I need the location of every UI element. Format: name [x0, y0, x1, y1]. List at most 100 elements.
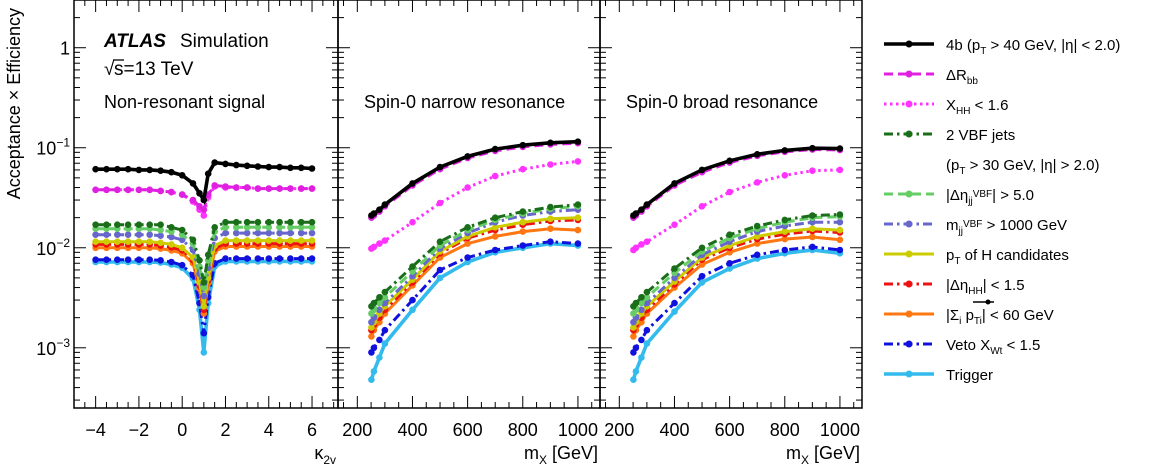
- series-point: [308, 185, 316, 192]
- panel-broad-resonance: 200 400 600 800 1000 mX [GeV] Spin-0 broad res…: [599, 0, 863, 467]
- series-point: [409, 272, 416, 280]
- series-point: [200, 329, 208, 337]
- series-point: [189, 196, 197, 204]
- series-point: [276, 163, 283, 171]
- series-point: [519, 218, 527, 226]
- series-point: [222, 224, 229, 231]
- series-point: [146, 231, 153, 238]
- series-point: [233, 224, 240, 231]
- series-point: [753, 251, 761, 259]
- series-point: [638, 299, 645, 307]
- series-point: [178, 226, 186, 234]
- series-point: [638, 336, 645, 344]
- series-point: [233, 237, 240, 244]
- series-point: [178, 236, 186, 244]
- atlas-logo-text: ATLAS: [103, 31, 166, 52]
- series-line: [370, 208, 579, 323]
- series-point: [146, 186, 153, 194]
- series-point: [726, 260, 733, 267]
- series-point: [287, 224, 294, 231]
- series-point: [547, 203, 554, 211]
- series-point: [222, 183, 229, 190]
- series-point: [103, 231, 110, 238]
- series-point: [519, 242, 527, 249]
- series-point: [836, 236, 844, 244]
- legend-label: |ΔηHH| < 1.5: [946, 277, 1025, 297]
- series-point: [124, 231, 132, 238]
- series-point: [547, 215, 554, 223]
- series-point: [698, 261, 706, 268]
- series-point: [114, 238, 121, 245]
- series-point: [211, 224, 218, 231]
- legend-label: 4b (pT > 40 GeV, |η| < 2.0): [946, 37, 1120, 57]
- series-line: [370, 139, 578, 217]
- legend-label: |Σi pTi| < 60 GeV: [946, 307, 1054, 327]
- series-point: [297, 224, 305, 231]
- series-point: [233, 161, 240, 169]
- series-point: [376, 354, 383, 361]
- series-point: [836, 218, 844, 226]
- series-point: [265, 185, 273, 192]
- series-point: [781, 172, 789, 179]
- series-point: [464, 240, 471, 247]
- series-point: [135, 166, 143, 174]
- legend: 4b (pT > 40 GeV, |η| < 2.0) ΔRbb XHH < 1.6…: [884, 37, 1120, 384]
- series-point: [574, 201, 582, 208]
- series-point: [671, 274, 678, 282]
- series-point: [211, 182, 218, 189]
- series-point: [753, 151, 761, 158]
- series-point: [200, 284, 208, 291]
- legend-marker: [905, 220, 913, 228]
- series-point: [781, 235, 789, 243]
- series-point: [638, 354, 645, 361]
- series-point: [368, 324, 375, 331]
- series-point: [189, 236, 197, 244]
- series-point: [436, 266, 444, 274]
- series-point: [114, 186, 121, 194]
- legend-marker: [905, 370, 913, 378]
- series-point: [178, 172, 186, 179]
- series-point: [381, 237, 389, 244]
- series-point: [222, 160, 229, 168]
- series-point: [519, 141, 527, 149]
- series-point: [632, 368, 640, 375]
- series-point: [222, 255, 229, 262]
- y-axis-label: Acceptance × Efficiency: [4, 8, 24, 199]
- series-point: [630, 376, 637, 384]
- series-point: [308, 237, 316, 244]
- series-line: [632, 146, 840, 217]
- series-point: [638, 206, 645, 213]
- series-point: [287, 185, 294, 192]
- series-point: [233, 184, 240, 191]
- series-point: [124, 186, 132, 194]
- series-line: [95, 242, 312, 311]
- legend-marker: [905, 280, 913, 288]
- series-point: [436, 238, 444, 245]
- series-point: [265, 224, 273, 231]
- series-point: [632, 210, 640, 217]
- series-point: [157, 221, 164, 228]
- series-point: [254, 218, 262, 226]
- series-point: [297, 237, 305, 244]
- series-point: [726, 188, 733, 196]
- series-point: [698, 272, 706, 280]
- series-point: [809, 225, 816, 232]
- series-point: [547, 161, 554, 168]
- legend-label: XHH < 1.6: [946, 97, 1008, 117]
- series-point: [381, 299, 389, 307]
- series-point: [781, 246, 789, 254]
- series-point: [243, 255, 251, 262]
- series-point: [630, 324, 637, 331]
- series-point: [233, 218, 240, 226]
- series-point: [146, 166, 153, 174]
- legend-label: ΔRbb: [946, 67, 978, 87]
- panel-title: Spin-0 broad resonance: [626, 92, 818, 112]
- panel-title: Non-resonant signal: [104, 92, 265, 112]
- series-point: [753, 222, 761, 230]
- series-group: [92, 159, 316, 356]
- series-point: [124, 256, 132, 264]
- x-tick-label: 200: [342, 420, 372, 440]
- series-point: [114, 231, 121, 238]
- series-point: [308, 229, 316, 237]
- series-point: [168, 188, 175, 196]
